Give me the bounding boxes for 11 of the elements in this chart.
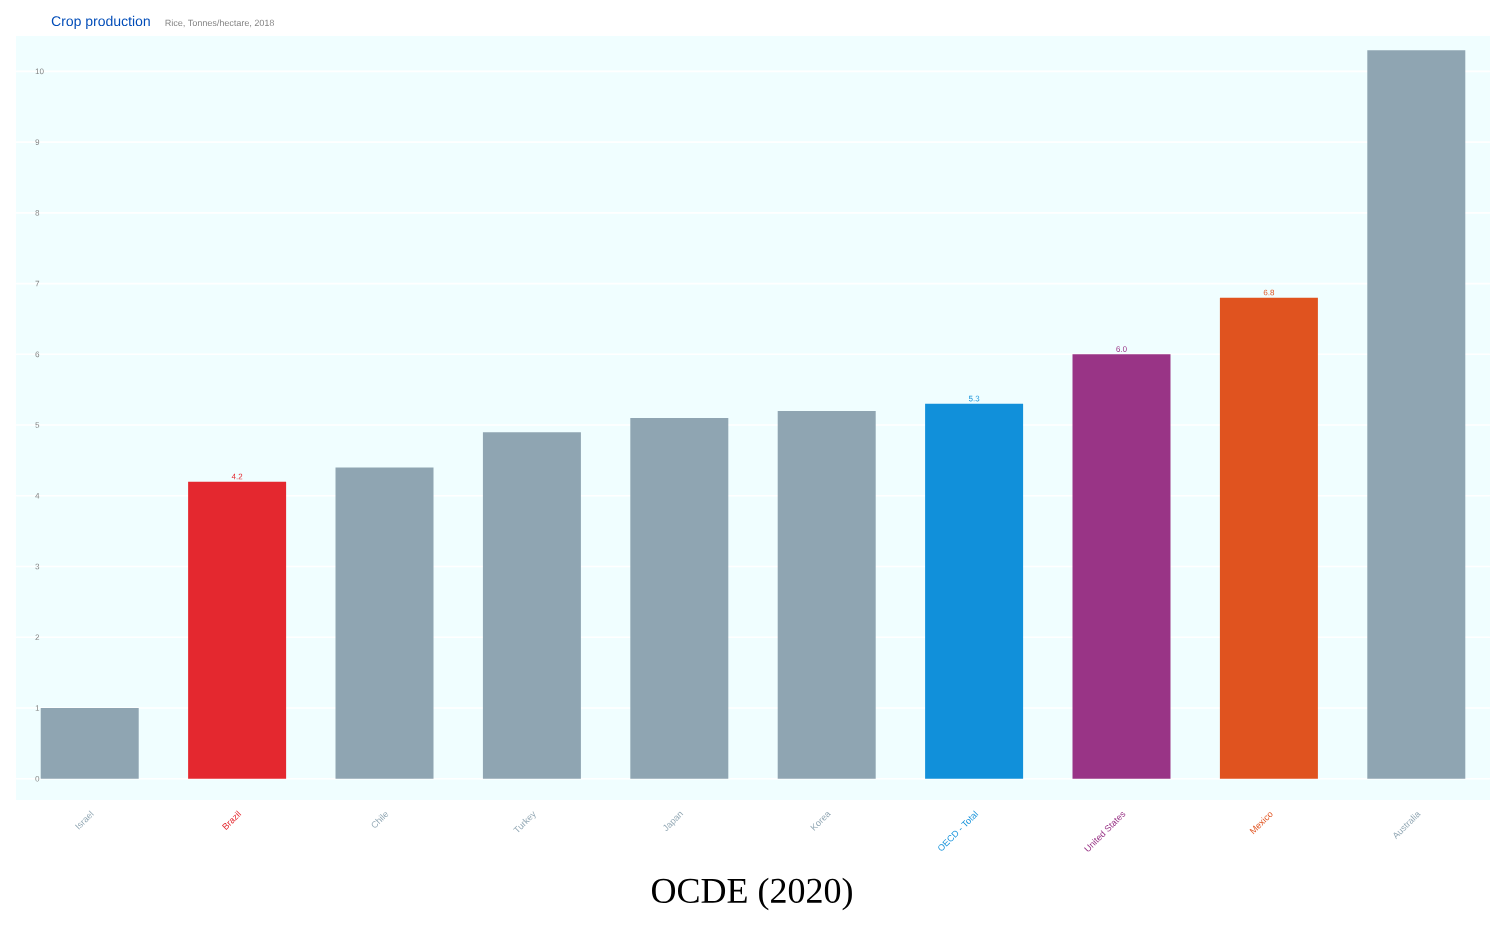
bar: [630, 417, 729, 779]
bar: [188, 481, 287, 779]
bar: [925, 403, 1024, 779]
bar: [1367, 50, 1466, 779]
bar: [1219, 297, 1318, 779]
bar: [482, 432, 581, 779]
bar: [1072, 354, 1171, 779]
bar: [777, 410, 876, 779]
text: OCDE (2020): [652, 877, 852, 911]
bar: [40, 708, 139, 779]
bar: [335, 467, 434, 779]
